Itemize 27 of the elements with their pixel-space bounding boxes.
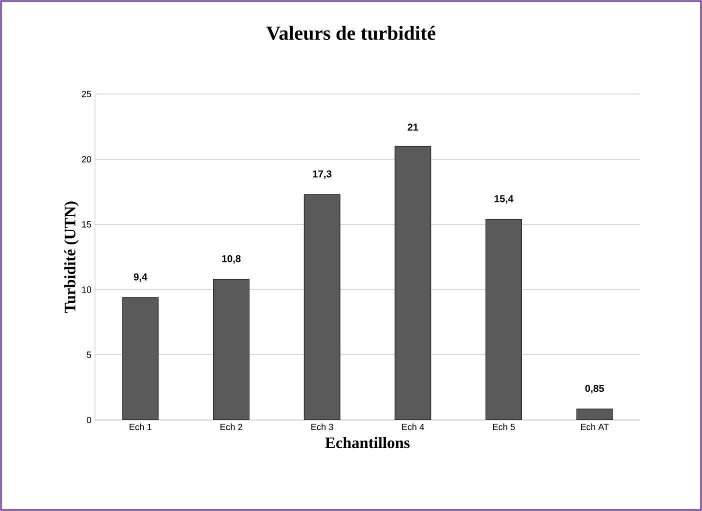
chart-title: Valeurs de turbidité [266,26,436,40]
bar [304,194,340,420]
data-label: 17,3 [313,170,332,179]
x-tick-label: Ech 2 [220,424,242,430]
y-tick-label: 15 [82,221,92,228]
data-label: 21 [408,124,418,131]
bar [486,218,522,420]
y-tick-label: 20 [82,156,92,162]
x-axis-title: Echantillons [325,436,410,448]
data-label: 9,4 [134,273,148,282]
x-tick-label: Ech 1 [130,424,152,430]
y-tick-label: 0 [86,416,92,424]
x-tick-label: Ech AT [580,424,609,430]
x-tick-label: Ech 5 [493,424,515,430]
y-tick-label: 10 [82,286,92,293]
y-tick-label: 5 [86,352,92,358]
bar [576,408,613,420]
y-axis-title: Turbidité (UTN) [64,202,79,313]
bar [122,297,159,420]
data-label: 15,4 [494,195,514,204]
data-label: 0,85 [585,384,604,394]
bar [394,146,432,420]
x-tick-label: Ech 3 [311,424,334,430]
data-label: 10,8 [222,255,241,264]
y-tick-label: 25 [82,90,92,98]
bar [213,278,250,420]
x-tick-label: Ech 4 [402,424,424,430]
